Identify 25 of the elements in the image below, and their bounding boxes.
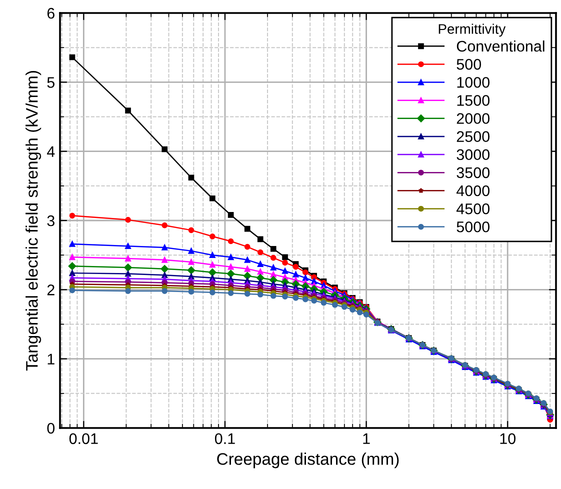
y-tick-label: 2	[47, 284, 54, 296]
y-tick-label: 3	[47, 215, 54, 226]
y-tick-label: 0	[47, 422, 55, 434]
legend-title: Permittivity	[438, 24, 506, 37]
x-tick-label: 0.01	[69, 433, 98, 444]
legend-label: Conventional	[456, 40, 544, 52]
x-axis-title: Creepage distance (mm)	[217, 452, 399, 468]
y-axis-title: Tangential electric field strength (kV/mm)	[26, 71, 42, 371]
x-tick-label: 1	[363, 433, 370, 444]
legend-label: 1500	[457, 95, 490, 106]
legend-label: 500	[456, 58, 482, 70]
legend-label: 3000	[456, 149, 490, 160]
legend-label: 2000	[456, 113, 490, 124]
legend-label: 4000	[456, 185, 490, 196]
legend-label: 4500	[456, 203, 490, 214]
y-tick-label: 1	[48, 354, 54, 364]
legend-label: 1000	[457, 76, 490, 88]
legend-label: 5000	[456, 221, 490, 232]
y-tick-label: 4	[46, 146, 55, 157]
y-tick-label: 6	[47, 8, 54, 19]
x-tick-label: 0.1	[214, 433, 235, 444]
legend-label: 2500	[456, 131, 490, 142]
legend-label: 3500	[456, 167, 490, 178]
x-tick-label: 10	[500, 433, 516, 444]
y-tick-label: 5	[47, 77, 54, 88]
